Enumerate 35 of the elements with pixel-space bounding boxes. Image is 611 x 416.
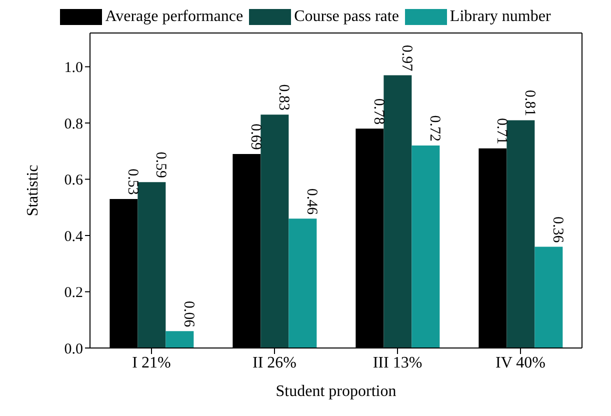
data-label: 0.81 [522, 90, 538, 116]
data-label: 0.59 [152, 152, 169, 178]
y-tick-label: 1.0 [64, 60, 83, 76]
legend-label: Course pass rate [293, 8, 399, 26]
data-label: 0.83 [276, 84, 292, 111]
legend-label: Library number [448, 8, 551, 26]
legend-label: Average performance [104, 8, 244, 26]
y-tick-label: 0.8 [64, 116, 83, 132]
data-label: 0.36 [550, 216, 566, 244]
bar [166, 331, 194, 348]
x-tick-label: III 13% [372, 354, 422, 372]
data-label: 0.69 [248, 124, 264, 150]
data-label: 0.46 [304, 188, 320, 216]
x-tick-label: II 26% [252, 354, 296, 372]
data-label: 0.78 [370, 98, 387, 125]
bar [138, 182, 166, 348]
data-label: 0.72 [426, 115, 443, 142]
bar [506, 120, 535, 348]
data-label: 0.53 [124, 168, 141, 195]
x-tick-label: I 21% [132, 354, 171, 372]
y-tick-label: 0.4 [64, 228, 84, 245]
x-tick-label: IV 40% [496, 354, 546, 372]
y-tick-label: 0.2 [64, 285, 83, 302]
y-tick-label: 0.6 [64, 172, 84, 189]
data-label: 0.06 [180, 300, 197, 328]
bar [384, 75, 412, 348]
x-axis-title: Student proportion [276, 383, 396, 400]
y-axis-title: Statistic [24, 164, 42, 216]
data-label: 0.97 [398, 44, 415, 72]
data-label: 0.71 [494, 118, 510, 144]
bar [260, 114, 289, 348]
y-tick-label: 0.0 [64, 341, 83, 358]
bar [412, 146, 440, 348]
bar [534, 246, 563, 348]
bar [288, 218, 317, 348]
